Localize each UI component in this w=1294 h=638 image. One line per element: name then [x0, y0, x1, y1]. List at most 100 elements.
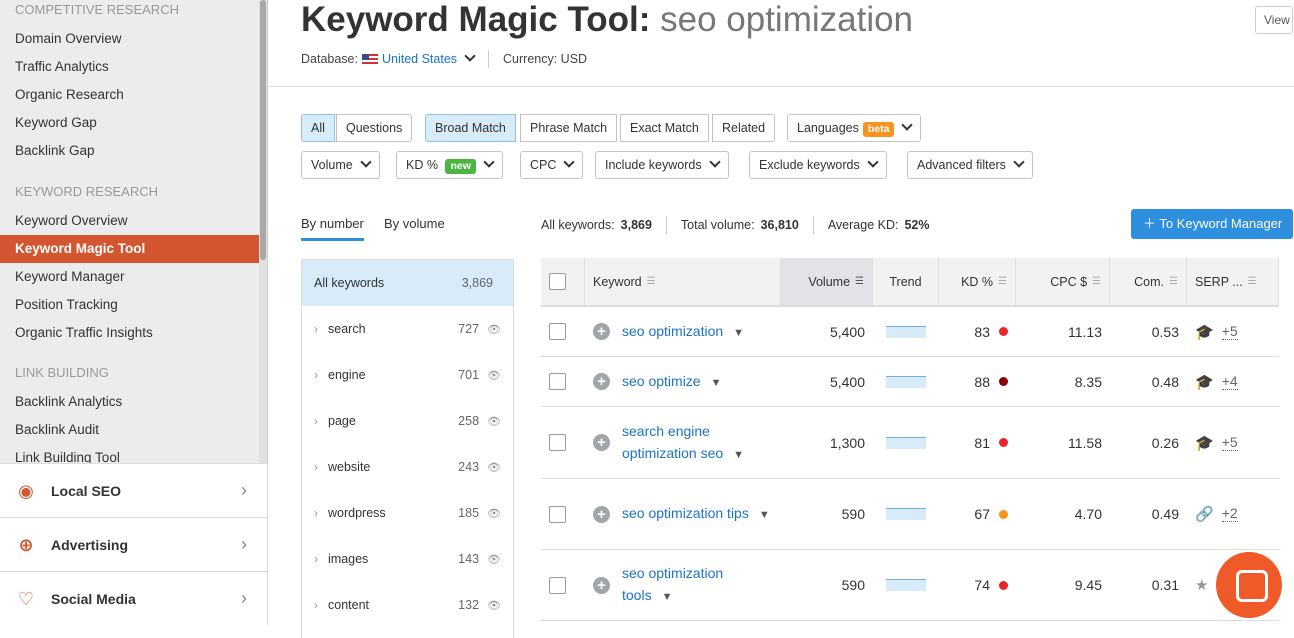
database-select[interactable]: United States — [382, 52, 474, 66]
row-checkbox[interactable] — [549, 505, 566, 523]
sort-icon[interactable]: ☰ — [1169, 276, 1178, 287]
exclude-keywords-dropdown[interactable]: Exclude keywords — [749, 151, 887, 179]
serp-more-link[interactable]: +4 — [1221, 372, 1238, 390]
sidebar-panel-local-seo[interactable]: ◉ Local SEO › — [0, 463, 268, 517]
filter-questions[interactable]: Questions — [336, 114, 413, 142]
volume-dropdown[interactable]: Volume — [301, 151, 380, 179]
serp-more-link[interactable]: +2 — [1221, 505, 1238, 522]
tab-by-volume[interactable]: By volume — [384, 216, 445, 231]
row-checkbox[interactable] — [549, 434, 566, 451]
keyword-group[interactable]: › content 132 👁 — [302, 582, 513, 628]
advanced-filters-dropdown[interactable]: Advanced filters — [907, 151, 1033, 179]
kd-dropdown[interactable]: KD % new — [396, 151, 503, 179]
keyword-group[interactable]: › search 727 👁 — [302, 306, 513, 352]
keyword-link[interactable]: seo optimize ▼ — [622, 372, 722, 389]
filter-related[interactable]: Related — [712, 114, 776, 142]
caret-down-icon[interactable]: ▼ — [710, 376, 722, 389]
chevron-right-icon[interactable]: › — [314, 460, 318, 474]
sidebar-panel-social-media[interactable]: ♡ Social Media › — [0, 571, 268, 625]
row-checkbox[interactable] — [549, 373, 566, 390]
sidebar-item-keyword-overview[interactable]: Keyword Overview — [15, 213, 128, 228]
sidebar-scrollbar[interactable] — [259, 0, 268, 463]
column-volume[interactable]: Volume ☰ — [781, 258, 873, 305]
chevron-right-icon[interactable]: › — [314, 552, 318, 566]
column-kd[interactable]: KD % ☰ — [939, 258, 1016, 305]
all-keywords-label: All keywords: — [541, 218, 615, 232]
keyword-group[interactable]: › wordpress 185 👁 — [302, 490, 513, 536]
sort-icon[interactable]: ☰ — [855, 276, 864, 287]
sidebar-item-backlink-audit[interactable]: Backlink Audit — [15, 422, 100, 437]
sort-icon[interactable]: ☰ — [1247, 276, 1257, 287]
scroll-thumb[interactable] — [260, 0, 266, 260]
add-keyword-icon[interactable]: + — [593, 323, 610, 340]
chevron-right-icon[interactable]: › — [314, 414, 318, 428]
serp-more-link[interactable]: +5 — [1221, 433, 1238, 451]
sort-icon[interactable]: ☰ — [1092, 276, 1101, 287]
keyword-group[interactable]: › images 143 👁 — [302, 536, 513, 582]
select-all-checkbox[interactable] — [549, 273, 566, 290]
languages-label: Languages — [797, 121, 859, 135]
sidebar-item-organic-traffic-insights[interactable]: Organic Traffic Insights — [15, 325, 153, 340]
chevron-right-icon[interactable]: › — [314, 368, 318, 382]
column-com[interactable]: Com. ☰ — [1110, 258, 1187, 305]
to-keyword-manager-button[interactable]: ＋ To Keyword Manager — [1131, 209, 1293, 239]
column-keyword[interactable]: Keyword ☰ — [585, 258, 781, 305]
eye-icon[interactable]: 👁 — [487, 415, 501, 428]
keyword-link[interactable]: seo optimization tools ▼ — [622, 565, 724, 603]
keyword-link[interactable]: search engine optimization seo ▼ — [622, 422, 745, 461]
filter-phrase-match[interactable]: Phrase Match — [520, 114, 618, 142]
eye-icon[interactable]: 👁 — [487, 461, 501, 474]
row-checkbox[interactable] — [549, 323, 566, 340]
sidebar-item-keyword-gap[interactable]: Keyword Gap — [15, 115, 97, 130]
caret-down-icon[interactable]: ▼ — [758, 509, 770, 521]
chevron-right-icon[interactable]: › — [314, 322, 318, 336]
cpc-dropdown[interactable]: CPC — [520, 151, 584, 179]
include-keywords-dropdown[interactable]: Include keywords — [595, 151, 729, 179]
sidebar-item-keyword-manager[interactable]: Keyword Manager — [15, 269, 125, 284]
keyword-group[interactable]: › website 243 👁 — [302, 444, 513, 490]
eye-icon[interactable]: 👁 — [487, 323, 501, 336]
caret-down-icon[interactable]: ▼ — [733, 448, 745, 461]
sidebar-item-backlink-analytics[interactable]: Backlink Analytics — [15, 394, 123, 409]
sort-icon[interactable]: ☰ — [646, 276, 656, 287]
keyword-group[interactable]: › page 258 👁 — [302, 398, 513, 444]
kd-value: 83 — [974, 323, 990, 340]
keyword-link[interactable]: seo optimization tips ▼ — [622, 505, 770, 521]
caret-down-icon[interactable]: ▼ — [733, 326, 745, 339]
keyword-link[interactable]: seo optimization ▼ — [622, 322, 745, 339]
eye-icon[interactable]: 👁 — [487, 507, 501, 520]
add-keyword-icon[interactable]: + — [593, 373, 610, 390]
eye-icon[interactable]: 👁 — [487, 369, 501, 382]
filter-all[interactable]: All — [301, 114, 335, 142]
sidebar-item-link-building-tool[interactable]: Link Building Tool — [15, 450, 120, 465]
sidebar-item-backlink-gap[interactable]: Backlink Gap — [15, 143, 95, 158]
sidebar-item-organic-research[interactable]: Organic Research — [15, 87, 124, 102]
eye-icon[interactable]: 👁 — [487, 553, 501, 566]
add-keyword-icon[interactable]: + — [593, 576, 610, 594]
sidebar-item-domain-overview[interactable]: Domain Overview — [15, 31, 122, 46]
keyword-group[interactable]: All keywords 3,869 — [302, 260, 513, 306]
sort-icon[interactable]: ☰ — [998, 276, 1007, 287]
view-button[interactable]: View — [1255, 6, 1293, 34]
keyword-group[interactable]: › engine 701 👁 — [302, 352, 513, 398]
serp-more-link[interactable]: +5 — [1221, 322, 1238, 340]
group-name: wordpress — [328, 506, 386, 520]
languages-dropdown[interactable]: Languages beta — [787, 114, 922, 142]
add-keyword-icon[interactable]: + — [593, 434, 610, 451]
chevron-right-icon[interactable]: › — [314, 598, 318, 612]
sidebar-item-position-tracking[interactable]: Position Tracking — [15, 297, 118, 312]
caret-down-icon[interactable]: ▼ — [661, 591, 673, 603]
sidebar-item-traffic-analytics[interactable]: Traffic Analytics — [15, 59, 109, 74]
column-cpc[interactable]: CPC $ ☰ — [1016, 258, 1110, 305]
sidebar-panel-advertising[interactable]: ⊕ Advertising › — [0, 517, 268, 571]
row-checkbox[interactable] — [549, 576, 566, 594]
chat-button[interactable] — [1216, 552, 1282, 618]
sidebar-item-keyword-magic-tool[interactable]: Keyword Magic Tool — [0, 235, 259, 263]
tab-by-number[interactable]: By number — [301, 216, 364, 241]
column-serp[interactable]: SERP ... ☰ — [1187, 258, 1279, 305]
eye-icon[interactable]: 👁 — [487, 599, 501, 612]
add-keyword-icon[interactable]: + — [593, 505, 610, 523]
filter-exact-match[interactable]: Exact Match — [620, 114, 709, 142]
chevron-right-icon[interactable]: › — [314, 506, 318, 520]
filter-broad-match[interactable]: Broad Match — [425, 114, 516, 142]
